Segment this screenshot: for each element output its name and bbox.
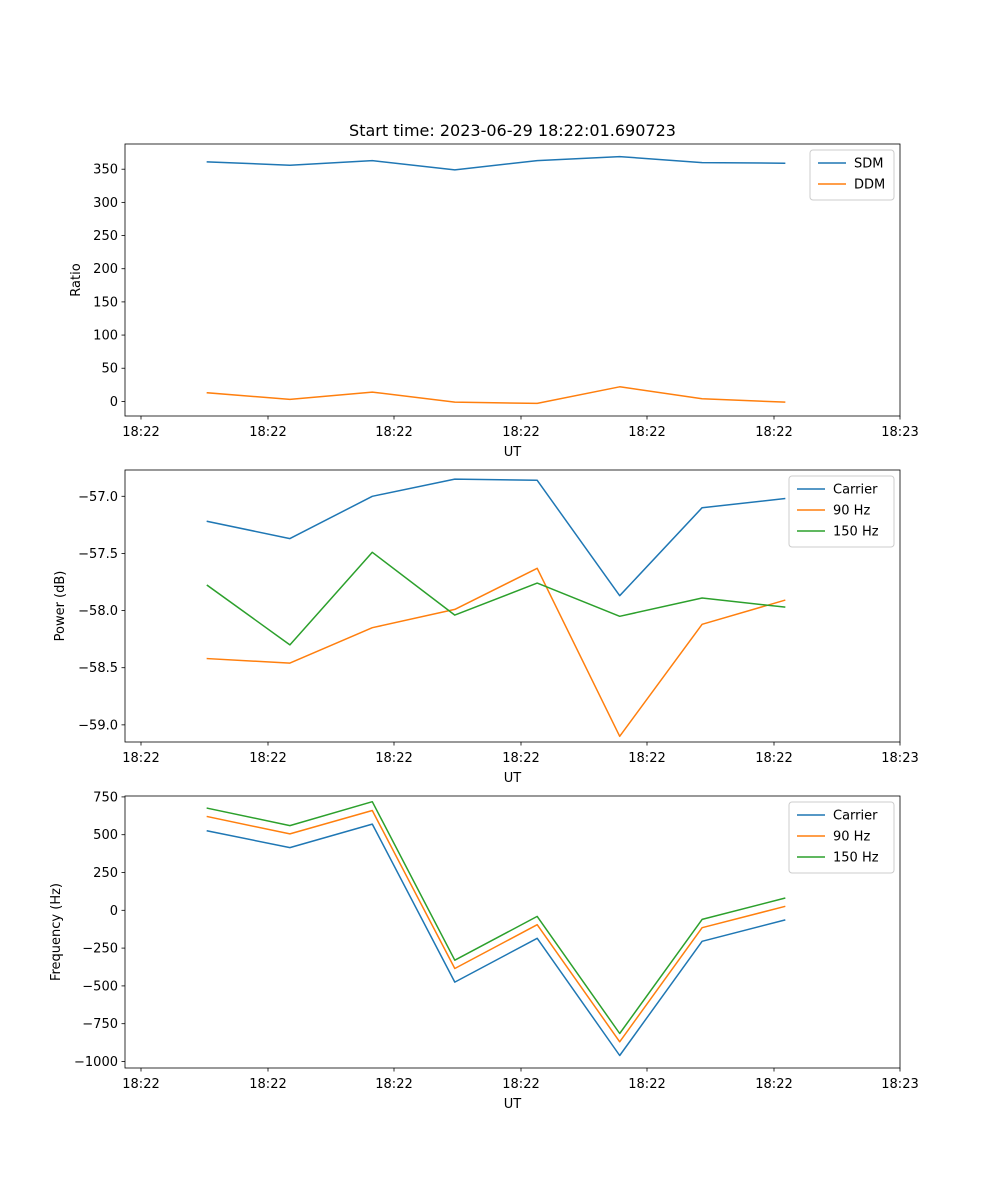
x-axis-label: UT (504, 445, 522, 460)
legend-label: 150 Hz (833, 851, 879, 866)
x-tick-label: 18:23 (881, 425, 918, 440)
series-line-carrier (206, 823, 786, 1057)
y-tick-label: −250 (82, 942, 118, 957)
y-axis-label: Ratio (69, 263, 84, 296)
chart-panel-2: 18:22 18:22 18:22 18:22 18:22 18:22 18:23 −59.0… (53, 469, 919, 786)
series-line-150-hz (206, 551, 786, 646)
series-line-ddm (206, 386, 786, 405)
legend-label: Carrier (833, 483, 878, 498)
x-tick-label: 18:22 (375, 1077, 412, 1092)
x-tick-label: 18:22 (628, 425, 665, 440)
chart-panel-3: 18:22 18:22 18:22 18:22 18:22 18:22 18:23 −1000… (49, 790, 919, 1112)
x-axis-label: UT (504, 1097, 522, 1112)
x-tick-label: 18:22 (122, 751, 159, 766)
axes-frame (124, 469, 901, 743)
legend-label: Carrier (833, 809, 878, 824)
y-tick-label: 150 (93, 295, 118, 310)
x-tick-label: 18:22 (249, 425, 286, 440)
legend: SDM DDM (809, 149, 895, 201)
x-tick-label: 18:22 (122, 425, 159, 440)
legend-label: DDM (854, 178, 885, 193)
y-tick-label: 500 (93, 828, 118, 843)
y-tick-label: 250 (93, 866, 118, 881)
y-tick-label: −57.5 (78, 547, 118, 562)
y-tick-label: 100 (93, 329, 118, 344)
x-tick-label: 18:22 (502, 1077, 539, 1092)
series-line-sdm (206, 155, 786, 171)
legend: Carrier 90 Hz 150 Hz (788, 475, 895, 548)
legend-label: 90 Hz (833, 504, 870, 519)
x-tick-label: 18:22 (755, 1077, 792, 1092)
y-tick-label: 350 (93, 163, 118, 178)
y-tick-label: 0 (110, 904, 118, 919)
legend-box (788, 801, 895, 874)
chart-panels: 18:22 18:22 18:22 18:22 18:22 18:22 18:23 0 50 10… (49, 143, 919, 1112)
legend-label: 90 Hz (833, 830, 870, 845)
axes-frame (124, 795, 901, 1069)
y-tick-label: −57.0 (78, 490, 118, 505)
x-tick-label: 18:22 (755, 425, 792, 440)
x-tick-label: 18:23 (881, 751, 918, 766)
series-line-90-hz (206, 809, 786, 1043)
y-tick-label: 250 (93, 229, 118, 244)
series-line-150-hz (206, 800, 786, 1035)
series-line-carrier (206, 478, 786, 597)
y-tick-label: −59.0 (78, 718, 118, 733)
y-axis-label: Frequency (Hz) (49, 883, 64, 981)
y-tick-label: −750 (82, 1017, 118, 1032)
x-tick-label: 18:22 (375, 425, 412, 440)
x-tick-label: 18:22 (375, 751, 412, 766)
legend-box (788, 475, 895, 548)
x-tick-label: 18:22 (502, 751, 539, 766)
y-tick-label: −500 (82, 979, 118, 994)
x-tick-label: 18:22 (122, 1077, 159, 1092)
x-tick-label: 18:22 (628, 1077, 665, 1092)
legend: Carrier 90 Hz 150 Hz (788, 801, 895, 874)
series-line-90-hz (206, 567, 786, 738)
y-tick-label: 0 (110, 395, 118, 410)
axes-frame (124, 143, 901, 417)
x-tick-label: 18:23 (881, 1077, 918, 1092)
y-axis-label: Power (dB) (53, 571, 68, 642)
y-tick-label: 300 (93, 196, 118, 211)
x-tick-label: 18:22 (755, 751, 792, 766)
y-tick-label: 200 (93, 262, 118, 277)
x-axis-label: UT (504, 771, 522, 786)
y-tick-label: 50 (101, 362, 118, 377)
legend-label: 150 Hz (833, 525, 879, 540)
y-tick-label: −1000 (74, 1055, 118, 1070)
figure-title: Start time: 2023-06-29 18:22:01.690723 (349, 121, 676, 140)
x-tick-label: 18:22 (628, 751, 665, 766)
legend-label: SDM (854, 157, 883, 172)
x-tick-label: 18:22 (249, 1077, 286, 1092)
x-tick-label: 18:22 (249, 751, 286, 766)
y-tick-label: 750 (93, 790, 118, 805)
y-tick-label: −58.5 (78, 661, 118, 676)
y-tick-label: −58.0 (78, 604, 118, 619)
x-tick-label: 18:22 (502, 425, 539, 440)
chart-panel-1: 18:22 18:22 18:22 18:22 18:22 18:22 18:23 0 50 10… (69, 143, 919, 460)
